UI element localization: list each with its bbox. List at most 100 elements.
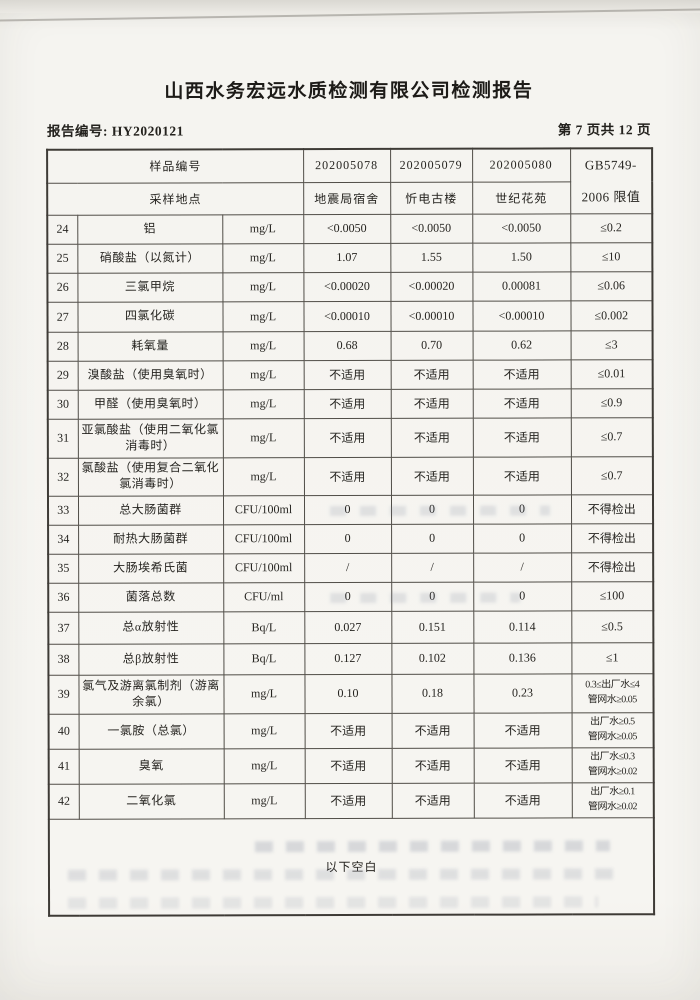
value-sample-3: 不适用 [472, 417, 571, 457]
param-unit: mg/L [222, 360, 304, 390]
param-unit: mg/L [222, 418, 304, 458]
table-row: 38 总β放射性 Bq/L 0.127 0.102 0.136 ≤1 [48, 642, 654, 675]
value-sample-1: 不适用 [303, 359, 391, 390]
param-unit: mg/L [223, 748, 305, 784]
value-sample-3: 1.50 [472, 242, 571, 272]
row-number: 32 [47, 457, 78, 496]
header-row-sample-id: 样品编号 202005078 202005079 202005080 GB574… [47, 148, 653, 214]
row-number: 38 [48, 643, 79, 675]
value-sample-3: 不适用 [472, 359, 571, 389]
limit-header-line1: GB5749- [584, 156, 637, 172]
limit-value: ≤3 [570, 330, 653, 360]
value-sample-3: 不适用 [473, 712, 572, 748]
param-name: 总α放射性 [78, 611, 224, 644]
page-indicator: 第 7 页共 12 页 [557, 122, 652, 138]
param-unit: mg/L [222, 457, 304, 496]
param-name: 耐热大肠菌群 [78, 524, 224, 554]
param-name: 甲醛（使用臭氧时） [77, 389, 223, 419]
blank-row: 以下空白 [48, 817, 655, 916]
limit-value: ≤1 [571, 642, 654, 674]
bleedthrough-ghost [68, 895, 599, 909]
report-number: 报告编号: HY2020121 [47, 123, 184, 139]
value-sample-3: 0 [472, 494, 572, 524]
value-sample-3: <0.0050 [472, 213, 571, 243]
sample-id-label: 样品编号 [47, 149, 304, 183]
value-sample-3: 0.136 [473, 642, 572, 674]
value-sample-3: 0.23 [473, 673, 572, 713]
param-name: 铝 [77, 214, 223, 244]
table-row: 34 耐热大肠菌群 CFU/100ml 0 0 0 不得检出 [48, 523, 654, 554]
sample-site-2: 忻电古楼 [390, 181, 473, 214]
value-sample-1: 1.07 [303, 242, 391, 273]
table-row: 30 甲醛（使用臭氧时） mg/L 不适用 不适用 不适用 ≤0.9 [47, 388, 653, 419]
sample-site-label: 采样地点 [47, 182, 304, 215]
row-number: 36 [48, 582, 79, 612]
value-sample-1: 0.68 [303, 330, 391, 361]
limit-value: 不得检出 [570, 494, 654, 524]
limit-header-line2: 2006 限值 [581, 189, 641, 205]
param-unit: mg/L [222, 272, 304, 302]
scan-artifact-band [0, 0, 700, 13]
value-sample-2: 不适用 [391, 782, 474, 818]
param-unit: mg/L [223, 783, 305, 819]
limit-value: ≤0.06 [570, 271, 653, 301]
table-row: 25 硝酸盐（以氮计） mg/L 1.07 1.55 1.50 ≤10 [47, 242, 653, 273]
param-name: 四氯化碳 [77, 301, 223, 332]
value-sample-1: 0 [304, 523, 392, 554]
limit-value: ≤0.9 [570, 388, 653, 418]
row-number: 27 [47, 301, 78, 332]
value-sample-3: <0.00010 [472, 300, 571, 331]
blank-row-cell: 以下空白 [48, 817, 655, 916]
value-sample-2: 0.151 [391, 610, 474, 643]
value-sample-3: 不适用 [473, 782, 572, 818]
table-row: 35 大肠埃希氏菌 CFU/100ml / / / 不得检出 [48, 552, 654, 583]
param-name: 耗氧量 [77, 331, 223, 361]
value-sample-1: 不适用 [303, 417, 391, 458]
row-number: 28 [47, 331, 78, 361]
table-row: 24 铝 mg/L <0.0050 <0.0050 <0.0050 ≤0.2 [47, 213, 653, 244]
limit-value: ≤0.5 [571, 610, 654, 643]
sample-site-1: 地震局宿舍 [303, 181, 391, 215]
limit-value: ≤0.7 [570, 456, 653, 495]
row-number: 39 [48, 674, 79, 714]
limit-value: ≤10 [570, 242, 653, 272]
value-sample-3: 不适用 [472, 388, 571, 418]
limit-value: ≤0.002 [570, 300, 653, 331]
limit-value: ≤0.7 [570, 417, 653, 457]
value-sample-2: 0.70 [390, 330, 473, 360]
param-name: 二氧化氯 [78, 783, 224, 819]
sample-site-3: 世纪花苑 [472, 181, 571, 214]
param-unit: CFU/100ml [222, 495, 305, 525]
results-tbody: 24 铝 mg/L <0.0050 <0.0050 <0.0050 ≤0.2 25 硝酸盐（以氮… [47, 213, 654, 819]
param-name: 总β放射性 [78, 643, 224, 675]
value-sample-1: 0 [303, 494, 392, 525]
results-table: 样品编号 202005078 202005079 202005080 GB574… [46, 147, 656, 917]
value-sample-1: 不适用 [304, 712, 392, 749]
value-sample-3: 0.62 [472, 330, 571, 360]
param-unit: mg/L [223, 713, 305, 749]
table-row: 33 总大肠菌群 CFU/100ml 0 0 0 不得检出 [47, 494, 654, 525]
value-sample-2: 不适用 [390, 456, 473, 495]
row-number: 40 [48, 713, 79, 749]
value-sample-2: 不适用 [391, 747, 474, 783]
value-sample-1: 不适用 [303, 456, 391, 496]
value-sample-1: 0.027 [304, 610, 392, 644]
value-sample-1: / [304, 552, 392, 583]
value-sample-2: 0 [391, 523, 474, 553]
param-name: 氯酸盐（使用复合二氧化氯消毒时） [77, 457, 223, 496]
param-name: 氯气及游离氯制剂（游离余氯） [78, 674, 224, 714]
value-sample-3: 0.00081 [472, 271, 571, 301]
value-sample-1: 0.10 [304, 673, 392, 714]
row-number: 35 [48, 553, 79, 583]
row-number: 31 [47, 418, 78, 458]
table-row: 41 臭氧 mg/L 不适用 不适用 不适用 出厂水≤0.3 管网水≥0.02 [48, 747, 654, 784]
value-sample-3: 不适用 [472, 456, 571, 495]
value-sample-2: 不适用 [391, 712, 474, 748]
value-sample-1: 0 [304, 581, 392, 612]
limit-value: ≤100 [571, 581, 654, 611]
row-number: 25 [47, 243, 78, 273]
value-sample-1: 不适用 [304, 782, 392, 819]
limit-column-header: GB5749- 2006 限值 [570, 148, 653, 214]
value-sample-3: 0 [473, 523, 572, 553]
